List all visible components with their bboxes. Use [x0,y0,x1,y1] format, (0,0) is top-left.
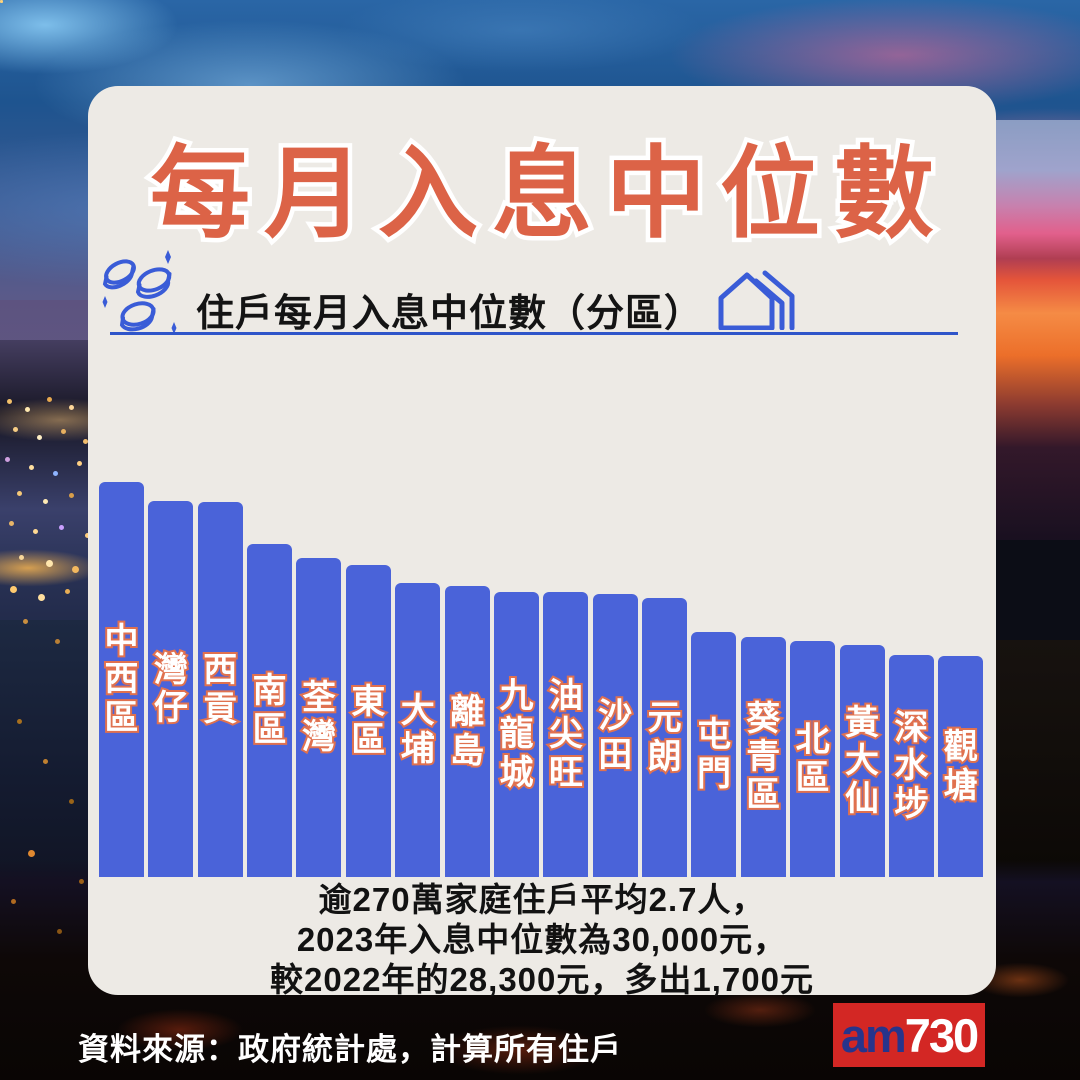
bar-label: 荃灣 [300,677,338,757]
summary-text: 逾270萬家庭住戶平均2.7人， 2023年入息中位數為30,000元， 較20… [88,880,996,1000]
bar-1: 中西區 [99,482,144,877]
house-icon [718,270,795,330]
bar-16: 黃大仙 [839,645,885,877]
summary-line: 較2022年的28,300元，多出1,700元 [270,961,814,998]
bar-7: 大埔 [395,583,441,877]
bar-14: 葵青區 [740,637,786,877]
bar-15: 北區 [790,641,836,877]
page-title: 每月入息中位數 [146,134,948,255]
bar-label: 西貢 [201,649,239,729]
subtitle-underline [110,332,958,335]
am730-logo-am: am [840,1008,907,1062]
bar-label: 沙田 [596,695,634,775]
data-source-caption: 資料來源：政府統計處，計算所有住戶 [78,1032,622,1067]
bar-3: 西貢 [197,502,243,877]
bar-18: 觀塘 [938,656,984,877]
subtitle-text: 住戶每月入息中位數（分區） [196,293,704,335]
am730-logo: am 730 [833,1003,985,1067]
infographic-card: 每月入息中位數 住戶每月入息中位數（分區） [88,86,996,998]
bar-label: 九龍城 [497,675,535,793]
bar-4: 南區 [247,544,293,877]
bar-label: 葵青區 [744,698,782,816]
bar-label: 觀塘 [942,726,980,806]
bar-label: 南區 [251,670,289,750]
bar-label: 屯門 [695,714,733,794]
bar-label: 油尖旺 [547,675,585,793]
city-lights-right [0,0,3,3]
bar-8: 離島 [444,586,490,877]
summary-line: 逾270萬家庭住戶平均2.7人， [318,881,766,918]
bar-5: 荃灣 [296,558,342,877]
bar-label: 灣仔 [152,649,190,729]
bar-12: 元朗 [642,598,688,877]
summary-line: 2023年入息中位數為30,000元， [296,921,788,958]
bar-13: 屯門 [691,632,737,877]
bar-label: 大埔 [399,690,437,770]
bar-label: 東區 [349,681,387,761]
coins-icon [102,250,177,334]
bar-9: 九龍城 [493,592,539,877]
bar-10: 油尖旺 [543,592,589,877]
bar-11: 沙田 [592,594,638,877]
bar-label: 深水埗 [892,707,930,825]
bar-2: 灣仔 [148,501,194,877]
subtitle-row: 住戶每月入息中位數（分區） [88,246,996,342]
bar-chart: 中西區灣仔西貢南區荃灣東區大埔離島九龍城油尖旺沙田元朗屯門葵青區北區黃大仙深水埗… [88,86,996,877]
bar-label: 離島 [448,691,486,771]
bar-17: 深水埗 [888,655,934,877]
bar-label: 元朗 [646,697,684,777]
bar-6: 東區 [345,565,391,877]
bar-label: 黃大仙 [843,702,881,820]
am730-logo-730: 730 [904,1008,979,1062]
bar-label: 中西區 [103,620,141,738]
bar-label: 北區 [794,719,832,799]
